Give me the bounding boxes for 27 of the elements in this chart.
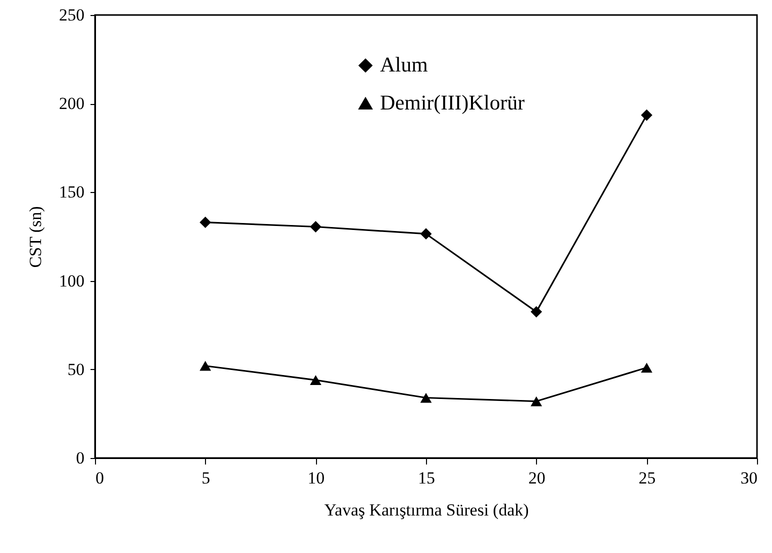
point xyxy=(310,221,322,232)
legend-label: Demir(III)Klorür xyxy=(380,90,525,114)
y-tick-label: 50 xyxy=(68,360,84,379)
y-tick-label: 100 xyxy=(59,271,84,290)
x-tick-label: 5 xyxy=(202,468,210,488)
point xyxy=(310,375,322,385)
point xyxy=(530,306,542,318)
point xyxy=(200,216,212,228)
point xyxy=(640,109,652,121)
point xyxy=(530,396,542,406)
x-tick-label: 0 xyxy=(96,468,104,488)
point xyxy=(420,392,432,403)
x-tick-label: 15 xyxy=(418,468,435,488)
y-tick-label: 0 xyxy=(76,448,84,468)
point xyxy=(640,362,652,373)
x-tick-label: 10 xyxy=(308,468,325,488)
point xyxy=(420,228,432,240)
y-tick-label: 200 xyxy=(59,94,84,114)
x-axis-title: Yavaş Karıştırma Süresi (dak) xyxy=(324,500,529,520)
y-axis-title: CST (sn) xyxy=(26,206,45,268)
y-tick-label: 250 xyxy=(59,6,84,24)
legend-label: Alum xyxy=(380,52,428,76)
y-tick-label: 150 xyxy=(59,182,84,202)
point xyxy=(200,360,212,371)
x-tick-label: 20 xyxy=(528,468,546,488)
x-tick-label: 25 xyxy=(638,468,656,488)
x-tick-label: 30 xyxy=(740,468,758,488)
